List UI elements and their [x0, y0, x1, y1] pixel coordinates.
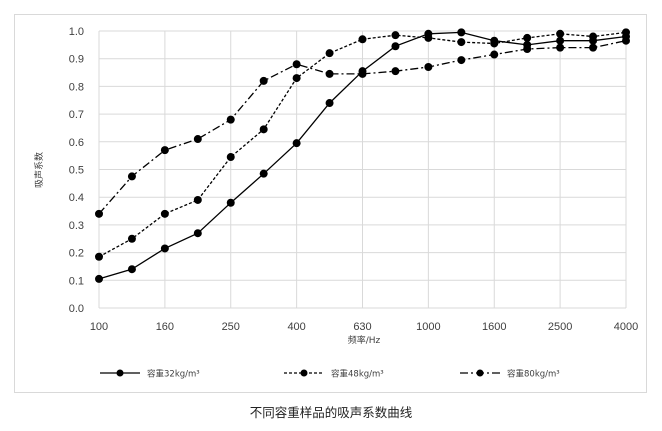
data-point [95, 252, 103, 261]
y-tick-label: 0.0 [69, 303, 84, 315]
y-axis-label: 吸声系数 [33, 152, 45, 188]
gridlines [98, 30, 627, 309]
y-tick-label: 0.4 [69, 192, 84, 204]
data-point [160, 209, 169, 218]
data-point [95, 209, 103, 218]
data-point [622, 28, 630, 37]
data-point [259, 169, 268, 178]
data-point [292, 60, 301, 69]
svg-text:容重48kg/m³: 容重48kg/m³ [331, 369, 384, 380]
data-point [490, 39, 499, 48]
data-point [556, 36, 565, 45]
data-point [457, 38, 466, 47]
data-point [160, 244, 169, 253]
x-tick-label: 1600 [482, 321, 506, 333]
data-point [622, 36, 630, 45]
data-point [127, 172, 136, 181]
data-point [523, 33, 532, 42]
data-point [589, 43, 598, 52]
data-point [193, 195, 202, 204]
data-point [259, 76, 268, 85]
legend-item-2: 容重48kg/m³ [284, 369, 384, 380]
legend-item-3: 容重80kg/m³ [460, 369, 560, 380]
y-axis-ticks: 0.0 0.1 0.2 0.3 0.4 0.5 0.6 0.7 0.8 0.9 1.0 [69, 26, 84, 315]
y-tick-label: 0.3 [69, 220, 84, 232]
y-tick-label: 0.6 [69, 137, 84, 149]
data-point [193, 135, 202, 144]
svg-text:容重32kg/m³: 容重32kg/m³ [147, 369, 200, 380]
data-point [391, 31, 400, 40]
data-point [424, 33, 433, 42]
data-point [589, 32, 598, 41]
data-point [490, 50, 499, 59]
chart-title: 不同容重样品的吸声系数曲线 [249, 405, 413, 420]
legend-item-1: 容重32kg/m³ [100, 369, 200, 380]
data-point [457, 28, 466, 37]
x-axis-label: 频率/Hz [348, 334, 381, 346]
data-point [325, 49, 334, 58]
x-tick-label: 100 [90, 321, 108, 333]
x-tick-label: 400 [287, 321, 305, 333]
x-tick-label: 4000 [614, 321, 638, 333]
x-tick-label: 250 [222, 321, 240, 333]
x-tick-label: 630 [353, 321, 371, 333]
data-point [226, 198, 235, 207]
data-point [358, 35, 367, 44]
data-point [556, 43, 565, 52]
data-point [259, 125, 268, 134]
data-point [193, 229, 202, 238]
y-tick-label: 0.5 [69, 165, 84, 177]
data-point [391, 67, 400, 76]
data-point [424, 63, 433, 72]
legend: 容重32kg/m³ 容重48kg/m³ 容重80kg/m³ [100, 369, 560, 380]
data-point [358, 69, 367, 78]
data-point [325, 69, 334, 78]
x-axis-ticks: 100 160 250 400 630 1000 1600 2500 4000 [90, 321, 638, 333]
y-tick-label: 0.1 [69, 275, 84, 287]
series-2 [95, 28, 630, 261]
data-point [292, 139, 301, 148]
data-point [127, 234, 136, 243]
data-series [95, 28, 630, 283]
series-3 [95, 36, 630, 218]
y-tick-label: 1.0 [69, 26, 84, 38]
data-point [325, 99, 334, 108]
y-tick-label: 0.7 [69, 109, 84, 121]
y-tick-label: 0.8 [69, 81, 84, 93]
y-tick-label: 0.2 [69, 248, 84, 260]
data-point [127, 265, 136, 274]
x-tick-label: 160 [156, 321, 174, 333]
data-point [226, 115, 235, 124]
data-point [391, 42, 400, 51]
data-point [160, 146, 169, 155]
data-point [292, 74, 301, 83]
data-point [226, 153, 235, 162]
x-tick-label: 2500 [548, 321, 572, 333]
chart-frame [14, 14, 647, 393]
data-point [457, 56, 466, 65]
data-point [523, 45, 532, 54]
svg-text:容重80kg/m³: 容重80kg/m³ [507, 369, 560, 380]
y-tick-label: 0.9 [69, 54, 84, 66]
data-point [556, 29, 565, 38]
x-tick-label: 1000 [416, 321, 440, 333]
data-point [95, 274, 103, 283]
